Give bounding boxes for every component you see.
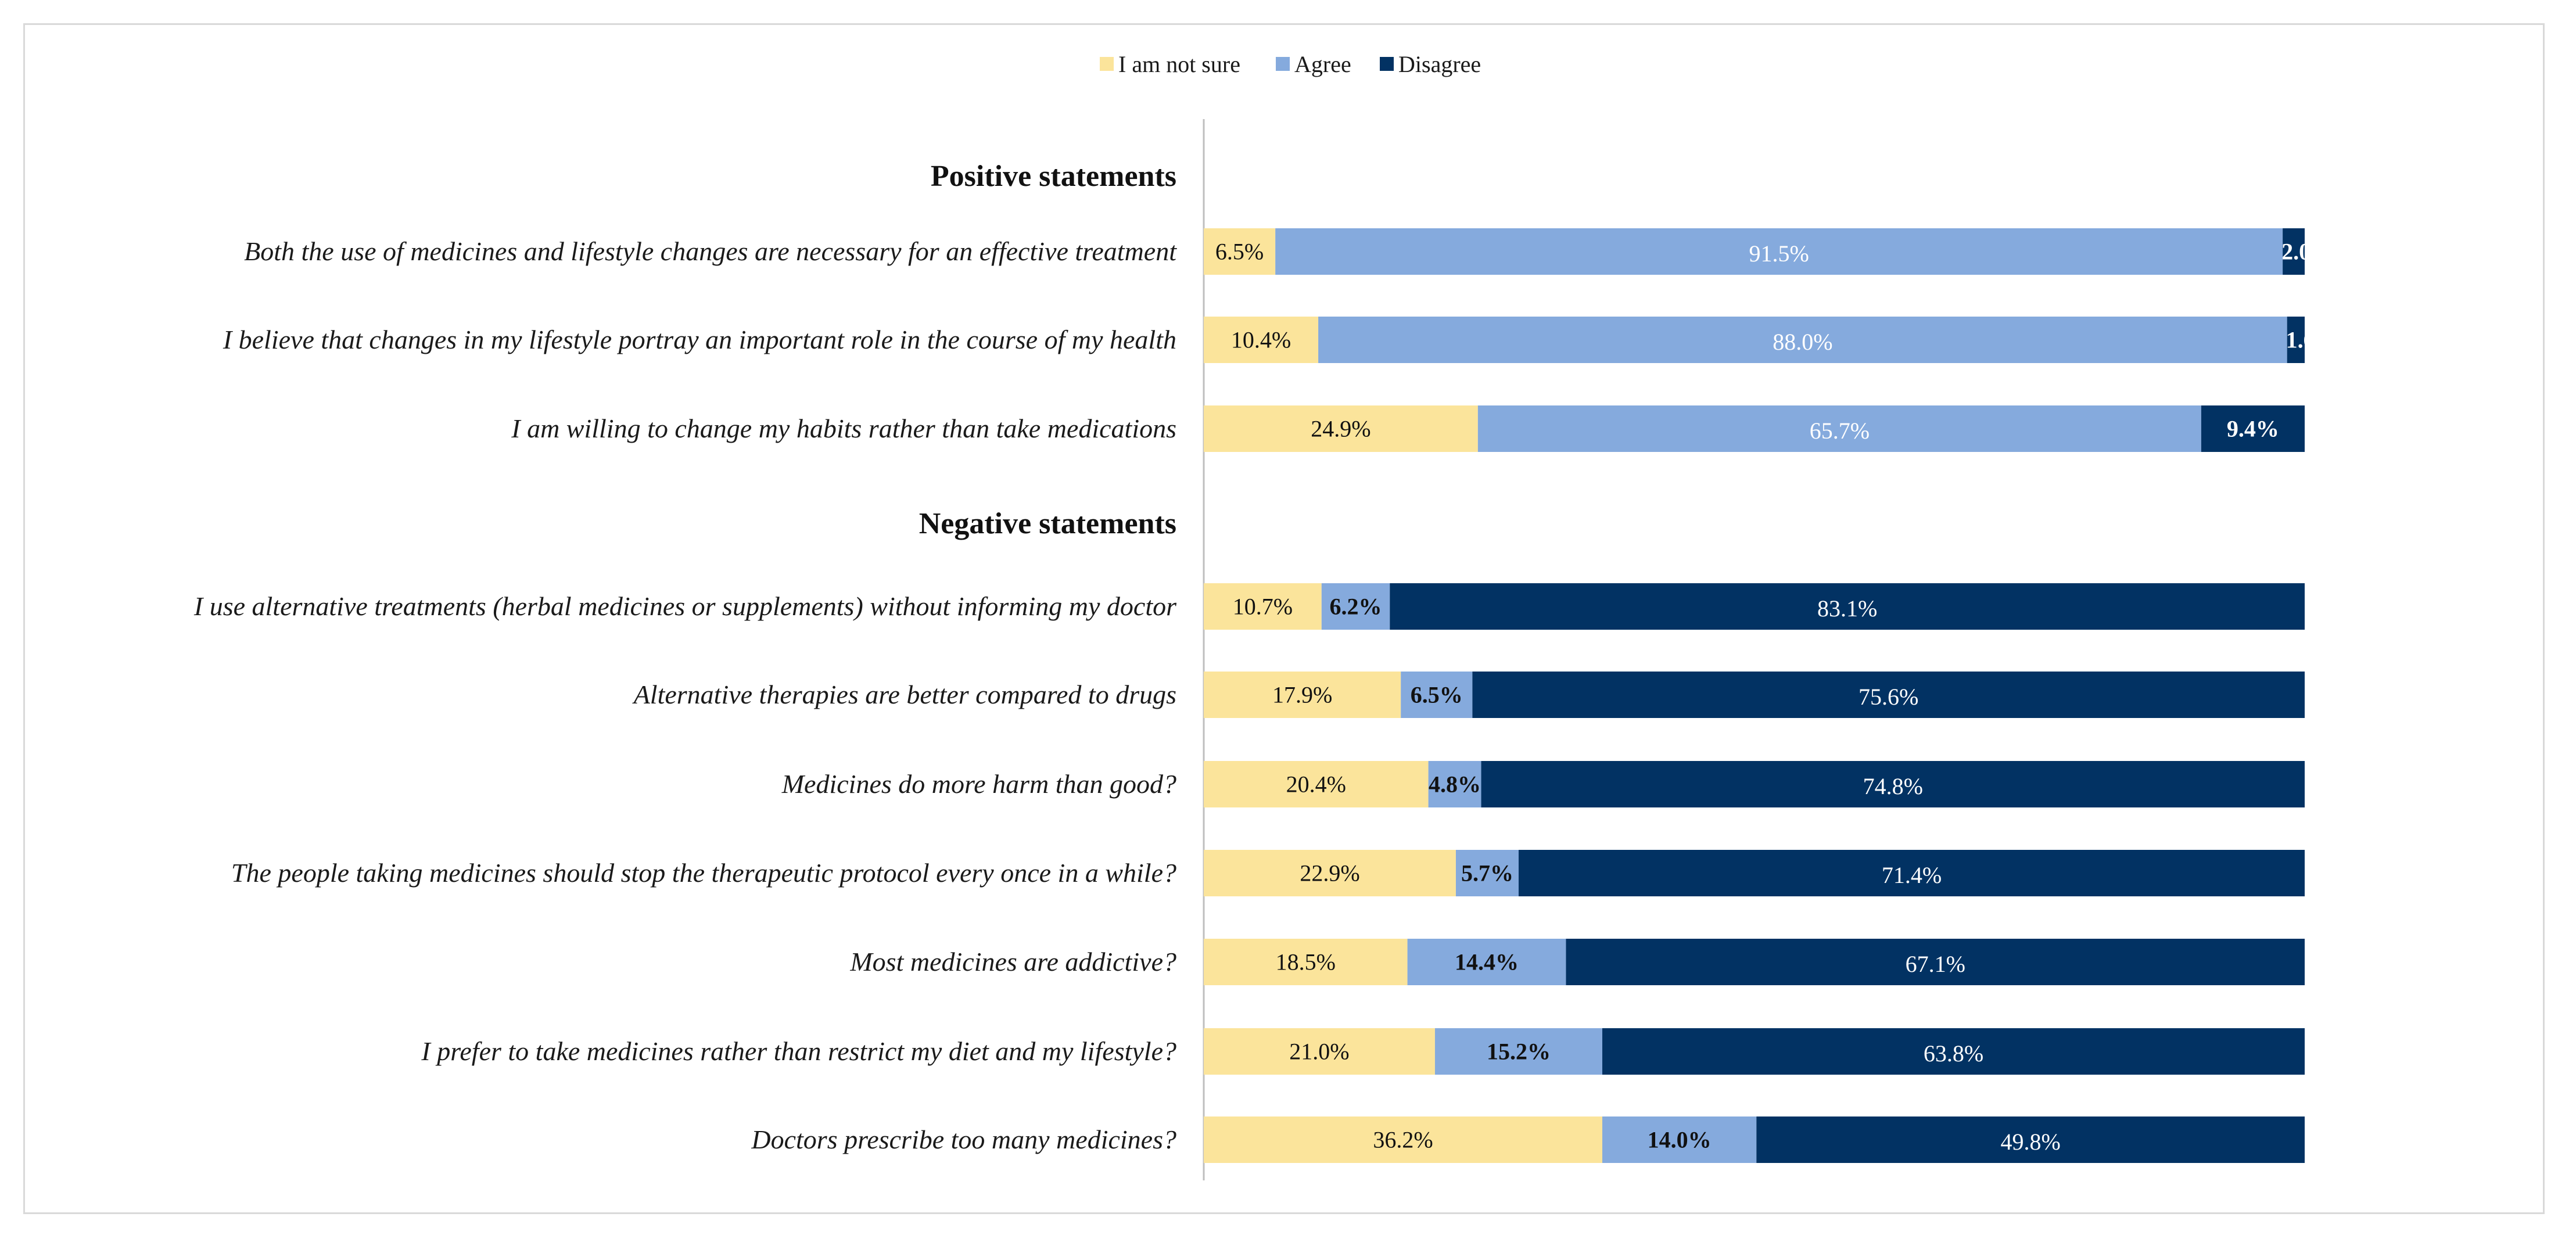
row-label: Both the use of medicines and lifestyle … [244, 236, 1177, 266]
bar-segment-disagree [1602, 1028, 2305, 1075]
data-label: 83.1% [1817, 595, 1877, 622]
legend-label-2: Disagree [1398, 51, 1481, 77]
bar-segment-disagree [2283, 228, 2305, 275]
data-label: 6.2% [1330, 593, 1382, 619]
group-title-0: Positive statements [931, 160, 1176, 193]
legend-swatch-0 [1100, 57, 1114, 71]
data-label: 18.5% [1276, 949, 1336, 975]
bar-segment-i-am-not-sure [1204, 761, 1429, 807]
row-label: Most medicines are addictive? [849, 947, 1176, 976]
bar-segment-i-am-not-sure [1204, 405, 1478, 452]
group-title-1: Negative statements [919, 507, 1176, 540]
bar-row: Doctors prescribe too many medicines? 36.… [751, 1116, 2305, 1163]
bar-segment-disagree [1472, 672, 2305, 718]
row-label: I am willing to change my habits rather … [511, 414, 1176, 443]
row-label: I prefer to take medicines rather than r… [421, 1036, 1176, 1066]
data-label: 49.8% [2000, 1129, 2060, 1155]
data-label: 36.2% [1373, 1126, 1433, 1153]
bar-row: I use alternative treatments (herbal med… [193, 583, 2305, 630]
row-label: Medicines do more harm than good? [781, 769, 1176, 799]
data-label: 9.4% [2227, 415, 2279, 441]
bar-row: I prefer to take medicines rather than r… [421, 1028, 2305, 1075]
bar-segment-agree [1602, 1116, 1757, 1163]
bar-segment-agree [1401, 672, 1473, 718]
bar-segment-i-am-not-sure [1204, 228, 1276, 275]
bar-segment-disagree [1390, 583, 2305, 630]
row-label: I use alternative treatments (herbal med… [193, 591, 1177, 621]
bar-segment-agree [1321, 583, 1390, 630]
data-label: 75.6% [1859, 684, 1918, 710]
bar-row: Both the use of medicines and lifestyle … [244, 228, 2334, 275]
bar-segment-disagree [2287, 317, 2305, 363]
plot-area: Positive statements Both the use of medic… [193, 160, 2338, 1163]
data-label: 10.4% [1231, 326, 1291, 353]
data-label: 10.7% [1233, 593, 1293, 619]
row-label: Doctors prescribe too many medicines? [751, 1125, 1176, 1154]
bar-segment-i-am-not-sure [1204, 672, 1401, 718]
bar-segment-agree [1407, 939, 1566, 985]
legend-swatch-2 [1380, 57, 1394, 71]
bar-segment-i-am-not-sure [1204, 317, 1319, 363]
data-label: 14.0% [1648, 1126, 1712, 1153]
data-label: 6.5% [1215, 238, 1264, 264]
data-label: 4.8% [1429, 771, 1481, 797]
legend-label-1: Agree [1294, 51, 1351, 77]
bar-segment-disagree [1566, 939, 2305, 985]
data-label: 5.7% [1461, 860, 1513, 886]
row-label: Alternative therapies are better compare… [632, 680, 1176, 709]
bar-row: Most medicines are addictive? 18.5% 14.4% 6… [849, 939, 2305, 985]
bar-segment-i-am-not-sure [1204, 1116, 1602, 1163]
bar-row: I am willing to change my habits rather … [511, 405, 2305, 452]
bar-segment-disagree [1481, 761, 2305, 807]
bar-segment-disagree [2201, 405, 2305, 452]
bar-segment-agree [1318, 317, 2287, 363]
bar-segment-agree [1477, 405, 2201, 452]
data-label: 71.4% [1882, 862, 1942, 888]
bar-row: I believe that changes in my lifestyle p… [223, 317, 2338, 363]
bar-segment-i-am-not-sure [1204, 850, 1456, 896]
bar-segment-disagree [1756, 1116, 2305, 1163]
legend-label-0: I am not sure [1118, 51, 1240, 77]
bar-segment-agree [1428, 761, 1481, 807]
legend-swatch-1 [1276, 57, 1290, 71]
bar-row: The people taking medicines should stop … [231, 850, 2305, 896]
row-label: The people taking medicines should stop … [231, 858, 1176, 888]
bar-segment-agree [1434, 1028, 1602, 1075]
row-label: I believe that changes in my lifestyle p… [223, 325, 1176, 354]
bar-segment-agree [1275, 228, 2283, 275]
data-label: 14.4% [1455, 949, 1519, 975]
bar-segment-i-am-not-sure [1204, 939, 1408, 985]
bar-segment-i-am-not-sure [1204, 1028, 1435, 1075]
data-label: 15.2% [1487, 1038, 1551, 1064]
data-label: 21.0% [1289, 1038, 1349, 1064]
data-label: 91.5% [1749, 240, 1809, 267]
data-label: 63.8% [1924, 1040, 1983, 1067]
data-label: 17.9% [1272, 681, 1332, 708]
bar-segment-i-am-not-sure [1204, 583, 1322, 630]
data-label: 24.9% [1311, 415, 1370, 441]
data-label: 67.1% [1906, 951, 1965, 977]
data-label: 6.5% [1411, 681, 1463, 708]
data-label: 20.4% [1286, 771, 1346, 797]
bar-segment-agree [1455, 850, 1519, 896]
bar-row: Alternative therapies are better compare… [632, 672, 2305, 718]
data-label: 65.7% [1810, 418, 1870, 444]
chart-legend: I am not sure Agree Disagree [1100, 51, 1481, 77]
bar-row: Medicines do more harm than good? 20.4% 4.… [781, 761, 2305, 807]
data-label: 2.0% [2281, 238, 2334, 264]
data-label: 74.8% [1863, 773, 1923, 799]
bar-segment-disagree [1518, 850, 2305, 896]
data-label: 88.0% [1773, 329, 1832, 355]
data-label: 22.9% [1300, 860, 1359, 886]
data-label: 1.6% [2286, 326, 2338, 353]
